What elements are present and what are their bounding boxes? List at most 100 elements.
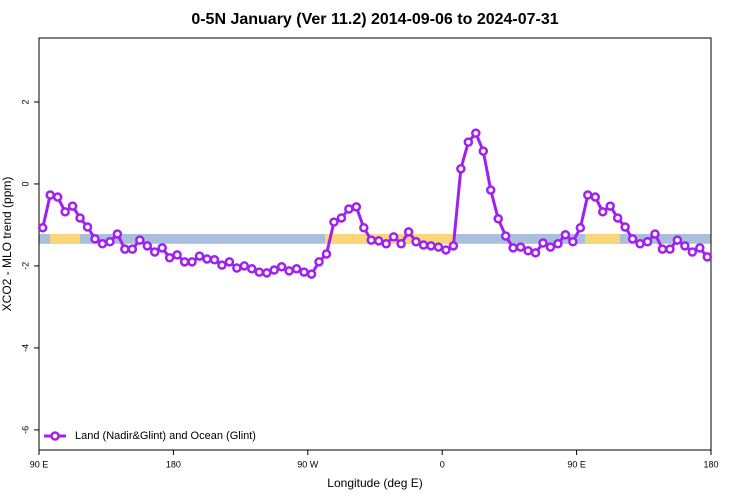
data-point xyxy=(500,231,511,241)
data-point xyxy=(642,236,653,247)
data-point xyxy=(471,128,481,138)
data-point xyxy=(112,229,123,239)
data-point xyxy=(75,213,85,223)
data-point xyxy=(97,239,108,249)
x-axis-label: Longitude (deg E) xyxy=(327,476,422,490)
data-point xyxy=(306,269,317,279)
data-point xyxy=(60,207,70,217)
data-point xyxy=(620,222,630,232)
data-point xyxy=(105,236,115,247)
data-point xyxy=(329,217,339,227)
data-point xyxy=(351,202,362,212)
data-point xyxy=(478,146,489,156)
data-point xyxy=(291,264,302,274)
legend-label: Land (Nadir&Glint) and Ocean (Glint) xyxy=(75,430,256,442)
data-point xyxy=(284,266,294,276)
x-tick-label: 180 xyxy=(166,459,181,469)
data-point xyxy=(627,234,638,244)
x-tick-label: 90 E xyxy=(567,459,586,469)
x-tick-label: 90 E xyxy=(30,459,49,469)
data-point xyxy=(82,222,93,232)
land-band xyxy=(50,233,81,244)
data-point xyxy=(456,164,466,174)
data-point xyxy=(396,239,406,249)
data-point xyxy=(67,201,78,211)
data-point xyxy=(194,251,205,261)
data-point xyxy=(299,267,309,277)
data-point xyxy=(120,244,130,254)
data-point xyxy=(209,255,220,265)
data-point xyxy=(657,244,668,254)
data-point xyxy=(276,262,287,272)
data-point xyxy=(448,241,459,251)
data-point xyxy=(254,267,265,277)
data-point xyxy=(523,246,533,256)
data-point xyxy=(127,244,138,254)
data-point xyxy=(545,242,556,252)
data-point xyxy=(261,268,272,278)
x-tick-label: 0 xyxy=(440,459,445,469)
y-tick-label: -2 xyxy=(20,262,30,270)
data-point xyxy=(702,252,713,262)
data-point xyxy=(538,238,548,248)
data-point xyxy=(583,190,593,200)
data-point xyxy=(37,223,48,233)
chart-title: 0-5N January (Ver 11.2) 2014-09-06 to 20… xyxy=(191,11,558,28)
data-point xyxy=(672,235,683,245)
data-point xyxy=(635,239,645,249)
data-point xyxy=(508,243,518,253)
data-point xyxy=(695,243,705,253)
land-band xyxy=(584,233,620,244)
y-tick-label: 2 xyxy=(20,99,30,104)
data-point xyxy=(359,223,369,233)
plot-frame xyxy=(38,37,712,451)
data-point xyxy=(650,229,660,239)
data-point xyxy=(187,257,197,267)
data-point xyxy=(665,244,675,254)
data-point xyxy=(680,241,690,251)
data-point xyxy=(344,204,354,214)
x-tick-label: 90 W xyxy=(297,459,319,469)
data-point xyxy=(485,185,496,195)
data-point xyxy=(366,235,377,245)
y-tick-label: -4 xyxy=(20,344,30,352)
data-point xyxy=(441,245,451,255)
data-point xyxy=(373,236,384,246)
data-point xyxy=(381,239,391,249)
data-point xyxy=(426,241,436,251)
data-point xyxy=(247,264,257,274)
data-point xyxy=(179,257,190,267)
y-tick-label: 0 xyxy=(20,181,30,186)
y-axis-label: XCO2 - MLO trend (ppm) xyxy=(0,177,14,312)
data-point xyxy=(553,239,563,249)
data-point xyxy=(687,247,698,257)
data-point xyxy=(568,236,578,247)
data-point xyxy=(336,213,347,223)
data-point xyxy=(90,234,100,244)
data-point xyxy=(164,252,175,263)
data-point xyxy=(605,201,615,211)
data-point xyxy=(52,192,63,202)
data-point xyxy=(149,247,160,257)
data-point xyxy=(45,190,55,200)
data-point xyxy=(597,207,608,217)
y-tick-label: -6 xyxy=(20,426,30,434)
data-point xyxy=(135,235,145,245)
data-point xyxy=(575,223,586,233)
data-point xyxy=(321,249,332,259)
data-point xyxy=(239,261,250,271)
data-point xyxy=(493,214,503,224)
data-point xyxy=(157,243,167,253)
legend-marker xyxy=(50,431,60,441)
data-point xyxy=(515,242,526,252)
data-point xyxy=(463,137,474,147)
data-point xyxy=(232,263,242,273)
data-point xyxy=(590,192,601,202)
data-point xyxy=(388,232,399,242)
data-point xyxy=(612,213,623,223)
x-tick-label: 180 xyxy=(703,459,718,469)
data-point xyxy=(418,240,429,250)
data-point xyxy=(224,257,235,267)
data-point xyxy=(433,242,444,252)
